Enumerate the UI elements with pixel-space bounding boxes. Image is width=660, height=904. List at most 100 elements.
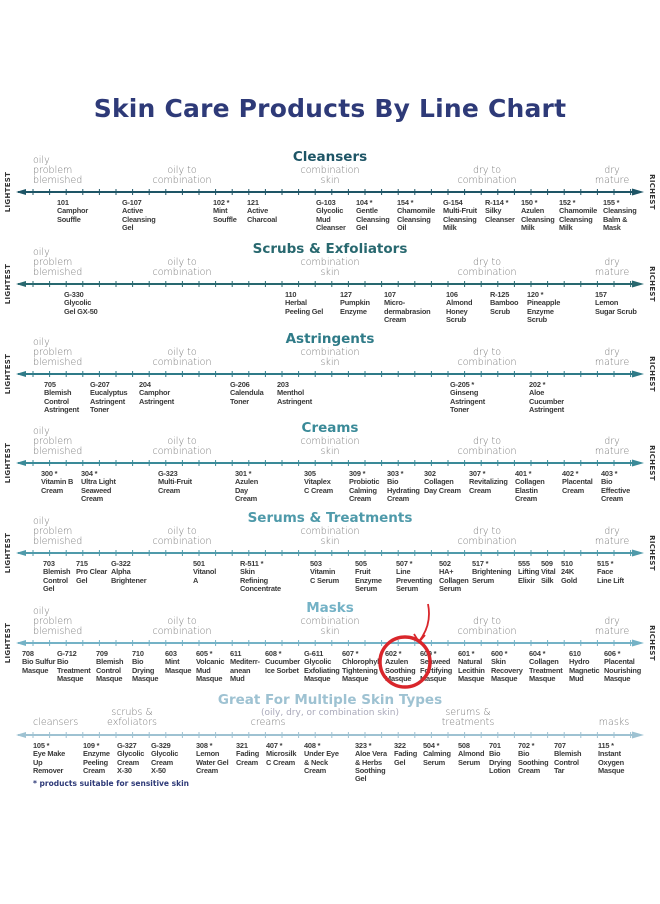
product-code: G-103 xyxy=(316,198,336,207)
product-item: 309 * Probiotic Calming Cream xyxy=(349,469,379,503)
product-item: 502 HA+ Collagen Serum xyxy=(439,559,469,593)
product-name: Ultra Light Seaweed Cream xyxy=(81,477,116,503)
product-item: G-330 Glycolic Gel GX-50 xyxy=(64,290,98,316)
product-code: 608 * xyxy=(265,649,282,658)
product-item: 705 Blemish Control Astringent xyxy=(44,380,79,414)
page-title: Skin Care Products By Line Chart xyxy=(93,94,567,123)
product-item: 105 * Eye Make Up Remover xyxy=(33,741,65,775)
product-name: Menthol Astringent xyxy=(277,388,312,406)
product-item: R-511 * Skin Refining Concentrate xyxy=(240,559,281,593)
product-item: 120 * Pineapple Enzyme Scrub xyxy=(527,290,560,324)
product-code: 110 xyxy=(285,290,297,299)
product-code: 105 * xyxy=(33,741,50,750)
product-item: 601 * Natural Lecithin Masque xyxy=(458,649,485,683)
product-item: 150 * Azulen Cleansing Milk xyxy=(521,198,555,232)
product-code: 607 * xyxy=(342,649,359,658)
right-arrow-icon xyxy=(632,639,644,647)
product-code: 321 xyxy=(236,741,248,750)
product-name: Vitamin B Cream xyxy=(41,477,74,495)
label-oily: oily problem blemished xyxy=(33,606,83,637)
product-code: 104 * xyxy=(356,198,373,207)
product-code: 309 * xyxy=(349,469,366,478)
section-title: Great For Multiple Skin Types xyxy=(217,692,443,708)
label-creams: creams xyxy=(250,717,286,728)
product-code: G-206 xyxy=(230,380,250,389)
product-name: HA+ Collagen Serum xyxy=(439,567,469,593)
product-code: G-205 * xyxy=(450,380,475,389)
axis-line xyxy=(16,639,644,647)
product-item: G-611 Glycolic Exfoliating Masque xyxy=(304,649,340,683)
product-name: Alpha Brightener xyxy=(111,567,147,585)
product-item: 127 Pumpkin Enzyme xyxy=(340,290,370,316)
product-code: 308 * xyxy=(196,741,213,750)
product-name: Collagen Treatment Masque xyxy=(529,657,563,683)
label-oily-to-combination: oily to combination xyxy=(152,616,212,637)
axis-line xyxy=(16,549,644,557)
product-item: 323 * Aloe Vera & Herbs Soothing Gel xyxy=(355,741,387,784)
axis-line xyxy=(16,370,644,378)
left-arrow-icon xyxy=(16,460,26,466)
product-item: 204 Camphor Astringent xyxy=(139,380,174,406)
section-title: Creams xyxy=(301,420,359,436)
product-name: Gentle Cleansing Gel xyxy=(356,206,390,232)
label-dry-to-combination: dry to combination xyxy=(457,526,517,547)
product-code: 204 xyxy=(139,380,151,389)
right-arrow-icon xyxy=(632,459,644,467)
product-item: 102 * Mint Souffle xyxy=(213,198,237,224)
product-item: 604 * Collagen Treatment Masque xyxy=(529,649,563,683)
product-item: 107 Micro- dermabrasion Cream xyxy=(384,290,431,324)
product-item: 609 * Seaweed Fortifying Masque xyxy=(420,649,452,683)
product-code: 115 * xyxy=(598,741,614,750)
product-code: 403 * xyxy=(601,469,618,478)
label-scrubs: scrubs & exfoliators xyxy=(107,707,157,728)
product-code: 307 * xyxy=(469,469,486,478)
axis-end-lightest: LIGHTEST xyxy=(4,171,12,213)
product-name: Almond Honey Scrub xyxy=(446,298,473,324)
product-name: Aloe Vera & Herbs Soothing Gel xyxy=(355,749,387,784)
product-name: Fading Gel xyxy=(394,749,418,767)
product-code: 709 xyxy=(96,649,108,658)
product-code: 101 xyxy=(57,198,69,207)
product-item: 508 Almond Serum xyxy=(458,741,485,767)
product-name: Blemish Control Masque xyxy=(96,657,124,683)
product-name: Bio Drying Lotion xyxy=(489,749,512,775)
axis-end-richest: RICHEST xyxy=(648,625,656,661)
product-code: 611 xyxy=(230,649,242,658)
product-item: 608 * Cucumber Ice Sorbet xyxy=(265,649,300,675)
product-name: Glycolic Mud Cleanser xyxy=(316,206,346,232)
product-code: R-511 * xyxy=(240,559,264,568)
chart-section-scrubs-exfoliators: Scrubs & Exfoliators oily problem blemish… xyxy=(0,241,660,374)
product-name: Pro Clear Gel xyxy=(76,567,108,585)
left-arrow-icon xyxy=(16,189,26,195)
axis-end-lightest: LIGHTEST xyxy=(4,622,12,664)
axis-end-richest: RICHEST xyxy=(648,445,656,481)
product-item: 322 Fading Gel xyxy=(394,741,418,767)
left-arrow-icon xyxy=(16,732,26,738)
product-name: Calming Serum xyxy=(423,749,451,767)
chart-section-creams: Creams oily problem blemished oily to comb… xyxy=(0,420,660,553)
product-name: Glycolic Gel GX-50 xyxy=(64,298,98,316)
product-item: G-712 Bio Treatment Masque xyxy=(57,649,91,683)
label-masks: masks xyxy=(598,717,630,728)
product-code: 701 xyxy=(489,741,501,750)
product-code: G-207 xyxy=(90,380,110,389)
product-code: 604 * xyxy=(529,649,546,658)
product-name: Collagen Elastin Cream xyxy=(515,477,545,503)
product-name: Blemish Control Tar xyxy=(554,749,582,775)
product-name: Silky Cleanser xyxy=(485,206,515,224)
product-item: 110 Herbal Peeling Gel xyxy=(285,290,323,316)
product-name: Natural Lecithin Masque xyxy=(458,657,485,683)
product-item: 402 * Placental Cream xyxy=(562,469,593,495)
product-code: G-107 xyxy=(122,198,142,207)
product-name: Glycolic Exfoliating Masque xyxy=(304,657,340,683)
product-code: 408 * xyxy=(304,741,321,750)
product-item: 154 * Chamomile Cleansing Oil xyxy=(397,198,435,232)
label-oily: oily problem blemished xyxy=(33,247,83,278)
product-item: G-327 Glycolic Cream X-30 xyxy=(117,741,144,775)
footnote: * products suitable for sensitive skin xyxy=(33,779,189,788)
product-item: 702 * Bio Soothing Cream xyxy=(518,741,549,775)
label-dry-to-combination: dry to combination xyxy=(457,436,517,457)
product-name: Azulen Soothing Masque xyxy=(385,657,416,683)
product-name: Bio Sulfur Masque xyxy=(22,657,56,675)
product-name: Azulen Cleansing Milk xyxy=(521,206,555,232)
